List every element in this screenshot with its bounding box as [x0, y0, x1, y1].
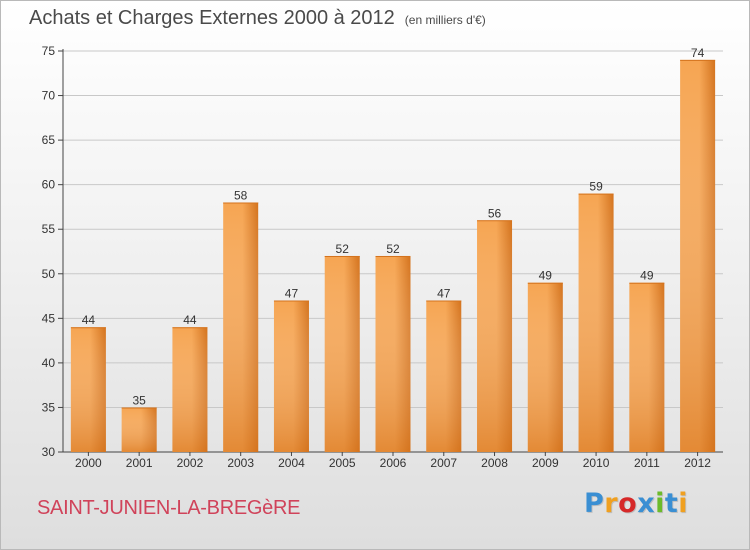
logo-letter: i — [655, 488, 665, 519]
bar-value-label: 52 — [386, 242, 400, 256]
x-tick-label: 2012 — [684, 456, 711, 470]
x-tick-label: 2011 — [634, 456, 660, 470]
bar-shade — [375, 255, 411, 452]
x-tick-label: 2005 — [329, 456, 356, 470]
logo-letter: r — [604, 488, 619, 519]
bar-shade — [477, 220, 513, 452]
logo-letter: i — [678, 488, 689, 519]
bar-value-label: 44 — [183, 313, 197, 327]
bar-shade — [223, 202, 259, 452]
y-tick-label: 30 — [42, 445, 56, 459]
bar-value-label: 56 — [488, 206, 502, 220]
bar-value-label: 74 — [691, 46, 705, 60]
chart-title: Achats et Charges Externes 2000 à 2012 (e… — [29, 7, 486, 30]
bar-shade — [578, 193, 614, 453]
bar-shade — [324, 255, 360, 452]
y-tick-label: 45 — [42, 311, 56, 325]
logo-letter: P — [584, 488, 605, 519]
x-tick-label: 2006 — [380, 456, 407, 470]
bar-value-label: 47 — [437, 287, 451, 301]
logo-letter: x — [637, 488, 656, 519]
bar-shade — [629, 282, 665, 452]
bar-value-label: 47 — [285, 287, 299, 301]
bar-shade — [527, 282, 563, 452]
y-tick-label: 60 — [42, 178, 56, 192]
y-tick-label: 35 — [42, 400, 56, 414]
logo-letter: t — [664, 488, 679, 519]
y-tick-label: 65 — [42, 133, 56, 147]
proxiti-logo: Proxiti — [584, 488, 688, 519]
x-tick-label: 2000 — [75, 456, 102, 470]
chart-title-text: Achats et Charges Externes 2000 à 2012 — [29, 7, 395, 29]
y-tick-label: 70 — [42, 89, 56, 103]
bar-shade — [273, 300, 309, 452]
bar-shade — [121, 407, 157, 452]
x-tick-label: 2003 — [227, 456, 254, 470]
x-tick-label: 2002 — [177, 456, 204, 470]
chart-unit-label: (en milliers d'€) — [404, 13, 486, 27]
y-tick-label: 40 — [42, 356, 56, 370]
y-tick-label: 50 — [42, 267, 56, 281]
bar-value-label: 44 — [82, 313, 96, 327]
bar-value-label: 49 — [539, 269, 553, 283]
x-tick-label: 2007 — [430, 456, 457, 470]
bar-shade — [426, 300, 462, 452]
bar-value-label: 35 — [132, 393, 146, 407]
x-tick-label: 2004 — [278, 456, 305, 470]
x-tick-label: 2010 — [583, 456, 610, 470]
bar-value-label: 59 — [589, 180, 603, 194]
y-tick-label: 55 — [42, 222, 56, 236]
bar-value-label: 49 — [640, 269, 654, 283]
bar-value-label: 52 — [336, 242, 350, 256]
bar-shade — [680, 59, 716, 453]
bar-value-label: 58 — [234, 188, 248, 202]
bar-shade — [70, 327, 106, 452]
logo-letter: o — [618, 488, 638, 519]
bar-shade — [172, 327, 208, 452]
x-tick-label: 2009 — [532, 456, 559, 470]
commune-name: SAINT-JUNIEN-LA-BREGèRE — [37, 497, 301, 519]
x-tick-label: 2001 — [126, 456, 153, 470]
y-tick-label: 75 — [42, 44, 56, 58]
x-tick-label: 2008 — [481, 456, 508, 470]
